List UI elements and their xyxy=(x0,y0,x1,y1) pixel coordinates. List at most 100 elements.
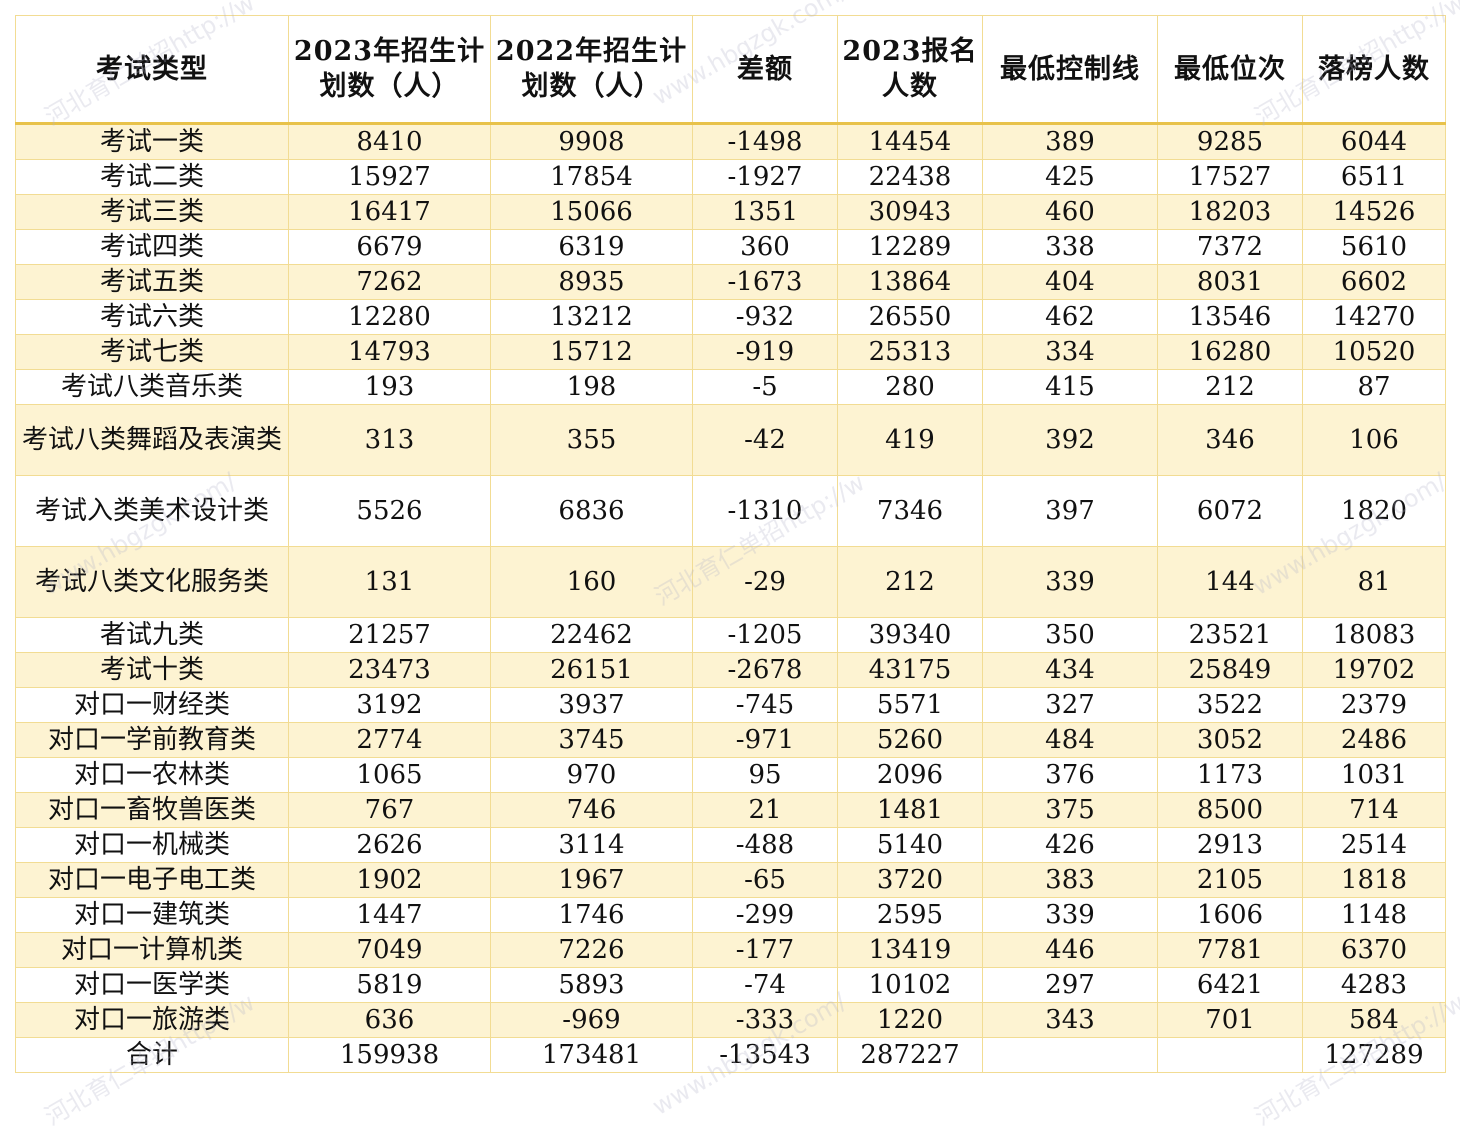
table-cell: 1606 xyxy=(1157,897,1303,933)
col-header-applicants-2023: 2023报名人数 xyxy=(837,15,983,125)
table-cell: 212 xyxy=(837,546,983,618)
table-row: 考试一类 8410 9908 -1498 14454 389 9285 6044 xyxy=(15,123,1446,160)
table-cell: 2913 xyxy=(1157,827,1303,863)
table-cell: 3522 xyxy=(1157,687,1303,723)
table-cell: 22462 xyxy=(490,617,693,653)
table-row: 对口一财经类 3192 3937 -745 5571 327 3522 2379 xyxy=(15,687,1446,723)
table-row: 对口一建筑类 1447 1746 -299 2595 339 1606 1148 xyxy=(15,897,1446,933)
table-row: 对口一农林类 1065 970 95 2096 376 1173 1031 xyxy=(15,757,1446,793)
cell-exam-type: 考试入类美术设计类 xyxy=(15,475,289,547)
col-header-exam-type: 考试类型 xyxy=(15,15,289,125)
cell-exam-type: 考试八类舞蹈及表演类 xyxy=(15,404,289,476)
cell-exam-type: 合计 xyxy=(15,1037,289,1073)
table-cell: 2514 xyxy=(1302,827,1446,863)
table-cell: -745 xyxy=(692,687,838,723)
table-cell: 198 xyxy=(490,369,693,405)
table-cell: 13864 xyxy=(837,264,983,300)
table-cell: 392 xyxy=(982,404,1158,476)
cell-exam-type: 对口一农林类 xyxy=(15,757,289,793)
table-cell: 14526 xyxy=(1302,194,1446,230)
table-cell: 17854 xyxy=(490,159,693,195)
table-cell: 12280 xyxy=(288,299,491,335)
table-row: 考试入类美术设计类 5526 6836 -1310 7346 397 6072 1820 xyxy=(15,475,1446,547)
table-cell: 212 xyxy=(1157,369,1303,405)
table-cell: 746 xyxy=(490,792,693,828)
table-cell: 2105 xyxy=(1157,862,1303,898)
table-cell: 18203 xyxy=(1157,194,1303,230)
table-row: 考试七类 14793 15712 -919 25313 334 16280 10520 xyxy=(15,334,1446,370)
admissions-table-container: 考试类型 2023年招生计划数（人） 2022年招生计划数（人） 差额 2023… xyxy=(15,15,1446,1073)
cell-exam-type: 考试三类 xyxy=(15,194,289,230)
table-cell: 334 xyxy=(982,334,1158,370)
table-cell: 6319 xyxy=(490,229,693,265)
table-cell: 1220 xyxy=(837,1002,983,1038)
table-cell: -1205 xyxy=(692,617,838,653)
table-cell: 3720 xyxy=(837,862,983,898)
table-cell: 2379 xyxy=(1302,687,1446,723)
table-row: 考试五类 7262 8935 -1673 13864 404 8031 6602 xyxy=(15,264,1446,300)
table-cell: -42 xyxy=(692,404,838,476)
table-cell: -971 xyxy=(692,722,838,758)
table-cell: 14270 xyxy=(1302,299,1446,335)
table-cell: 1746 xyxy=(490,897,693,933)
table-cell: -299 xyxy=(692,897,838,933)
table-cell: 6370 xyxy=(1302,932,1446,968)
table-row: 对口一医学类 5819 5893 -74 10102 297 6421 4283 xyxy=(15,967,1446,1003)
table-cell: 16417 xyxy=(288,194,491,230)
table-cell: 131 xyxy=(288,546,491,618)
table-cell: 404 xyxy=(982,264,1158,300)
table-cell: 1447 xyxy=(288,897,491,933)
table-cell: 13212 xyxy=(490,299,693,335)
table-cell: 15066 xyxy=(490,194,693,230)
table-cell xyxy=(1157,1037,1303,1073)
table-cell: 3745 xyxy=(490,722,693,758)
table-cell: 7346 xyxy=(837,475,983,547)
table-cell: 5610 xyxy=(1302,229,1446,265)
table-cell: 2486 xyxy=(1302,722,1446,758)
table-cell: 12289 xyxy=(837,229,983,265)
table-row: 对口一计算机类 7049 7226 -177 13419 446 7781 6370 xyxy=(15,932,1446,968)
table-cell: 1967 xyxy=(490,862,693,898)
table-cell: 426 xyxy=(982,827,1158,863)
table-cell: -1498 xyxy=(692,123,838,160)
col-header-not-admitted: 落榜人数 xyxy=(1302,15,1446,125)
table-cell: 389 xyxy=(982,123,1158,160)
table-row: 考试四类 6679 6319 360 12289 338 7372 5610 xyxy=(15,229,1446,265)
table-cell: 376 xyxy=(982,757,1158,793)
table-cell: 13546 xyxy=(1157,299,1303,335)
table-cell: 462 xyxy=(982,299,1158,335)
table-row: 考试三类 16417 15066 1351 30943 460 18203 14526 xyxy=(15,194,1446,230)
cell-exam-type: 考试二类 xyxy=(15,159,289,195)
table-cell: 1031 xyxy=(1302,757,1446,793)
table-cell: 355 xyxy=(490,404,693,476)
table-cell: 106 xyxy=(1302,404,1446,476)
table-cell: 17527 xyxy=(1157,159,1303,195)
table-cell: 19702 xyxy=(1302,652,1446,688)
table-cell: -13543 xyxy=(692,1037,838,1073)
table-cell: 5819 xyxy=(288,967,491,1003)
table-cell: 2096 xyxy=(837,757,983,793)
table-cell: 419 xyxy=(837,404,983,476)
table-cell: -29 xyxy=(692,546,838,618)
table-cell: 484 xyxy=(982,722,1158,758)
table-cell: 1481 xyxy=(837,792,983,828)
cell-exam-type: 对口一计算机类 xyxy=(15,932,289,968)
table-cell: 26550 xyxy=(837,299,983,335)
table-cell: 8410 xyxy=(288,123,491,160)
table-cell: 173481 xyxy=(490,1037,693,1073)
table-cell: 338 xyxy=(982,229,1158,265)
table-cell: 339 xyxy=(982,546,1158,618)
cell-exam-type: 对口一学前教育类 xyxy=(15,722,289,758)
table-cell: 3114 xyxy=(490,827,693,863)
col-header-min-rank: 最低位次 xyxy=(1157,15,1303,125)
cell-exam-type: 考试一类 xyxy=(15,123,289,160)
cell-exam-type: 对口一医学类 xyxy=(15,967,289,1003)
cell-exam-type: 对口一畜牧兽医类 xyxy=(15,792,289,828)
table-cell: 43175 xyxy=(837,652,983,688)
table-cell: 297 xyxy=(982,967,1158,1003)
col-header-difference: 差额 xyxy=(692,15,838,125)
table-cell: 13419 xyxy=(837,932,983,968)
table-row: 考试二类 15927 17854 -1927 22438 425 17527 6511 xyxy=(15,159,1446,195)
table-cell: -2678 xyxy=(692,652,838,688)
table-cell: 22438 xyxy=(837,159,983,195)
